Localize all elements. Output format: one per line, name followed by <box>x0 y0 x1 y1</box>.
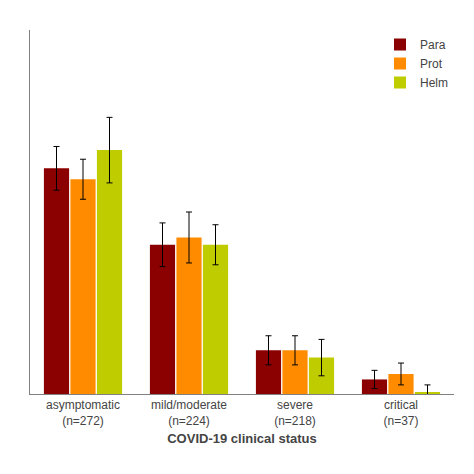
svg-text:COVID-19 clinical status: COVID-19 clinical status <box>167 431 317 446</box>
svg-text:severe(n=218): severe(n=218) <box>274 398 316 428</box>
svg-text:Para: Para <box>420 38 446 52</box>
svg-text:Prot: Prot <box>420 57 443 71</box>
svg-text:critical(n=37): critical(n=37) <box>383 398 418 428</box>
svg-text:Helm: Helm <box>420 76 448 90</box>
svg-text:mild/moderate(n=224): mild/moderate(n=224) <box>151 398 227 428</box>
svg-text:asymptomatic(n=272): asymptomatic(n=272) <box>46 398 120 428</box>
